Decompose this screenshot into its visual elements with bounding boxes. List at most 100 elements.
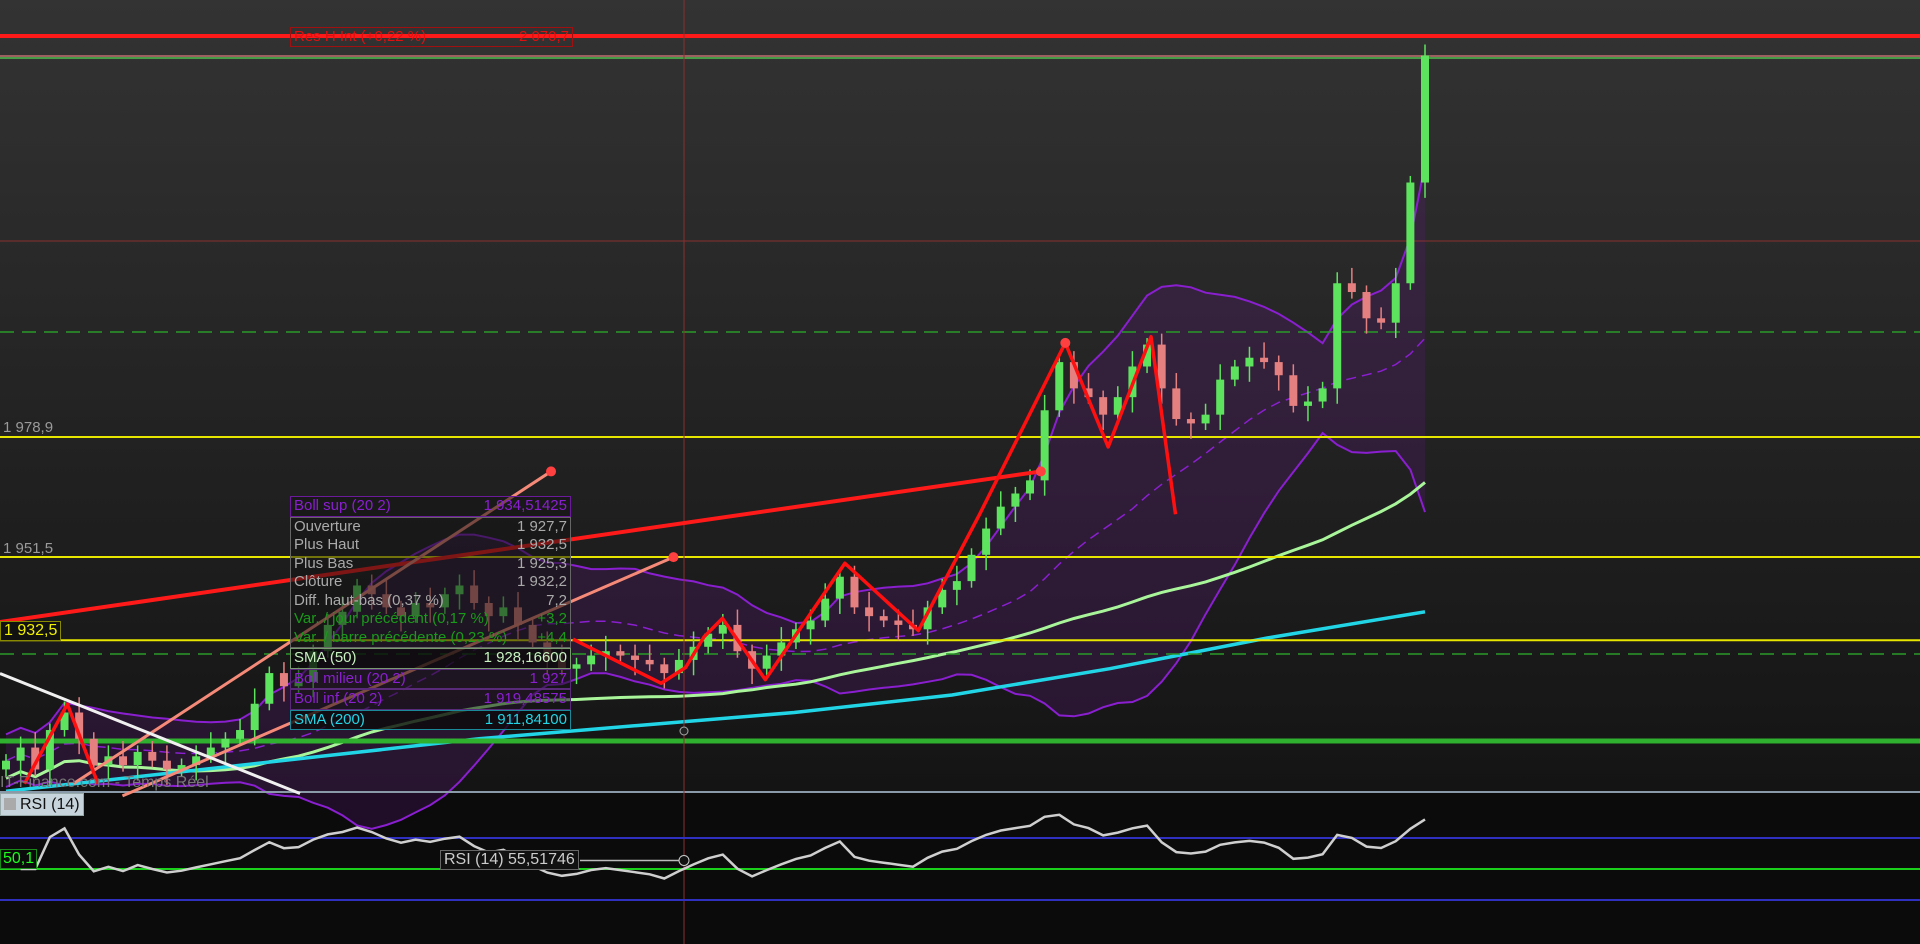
value: 1 919,48575 bbox=[483, 690, 567, 707]
current-level-badge: 1 932,5 bbox=[0, 621, 62, 641]
candle-body bbox=[601, 651, 610, 656]
label: Plus Bas bbox=[294, 554, 354, 572]
candle-body bbox=[45, 730, 54, 770]
candle-body bbox=[1347, 283, 1356, 293]
candle-body bbox=[806, 620, 815, 630]
candle-body bbox=[1113, 397, 1122, 415]
value: 1 928,16600 bbox=[483, 649, 567, 666]
sma50-line bbox=[5, 481, 1426, 780]
candle-body bbox=[16, 747, 25, 761]
candle-body bbox=[75, 712, 84, 739]
value: 1 927 bbox=[529, 669, 567, 687]
candle-body bbox=[221, 738, 230, 748]
candle-body bbox=[1406, 182, 1415, 284]
candle-body bbox=[1157, 344, 1166, 389]
value: 1 925,3 bbox=[516, 554, 567, 572]
trend-line bbox=[0, 672, 301, 795]
value: 7,2 bbox=[546, 591, 567, 609]
arrow-head-icon bbox=[668, 552, 679, 563]
rsi-line bbox=[20, 813, 1426, 880]
candle-body bbox=[952, 581, 961, 590]
watermark: IT-Finance.com - Temps Réel bbox=[0, 774, 209, 791]
bollinger-middle-line bbox=[5, 337, 1426, 762]
resistance-name: Res H Int (+0,22 %) bbox=[294, 28, 427, 45]
label: Var. / barre précédente (0,23 %) bbox=[294, 628, 508, 646]
candle-body bbox=[1260, 357, 1269, 363]
candle-body bbox=[1143, 344, 1152, 367]
rsi-readout: RSI (14) 55,51746 bbox=[440, 850, 579, 870]
candle-body bbox=[587, 655, 596, 665]
candle-body bbox=[821, 598, 830, 621]
candle-body bbox=[1026, 480, 1035, 494]
rsi-readout-value: 55,51746 bbox=[508, 851, 575, 868]
candle-body bbox=[645, 659, 654, 665]
candle-body bbox=[1421, 55, 1429, 183]
resistance-label[interactable]: Res H Int (+0,22 %) 2 070,7 bbox=[290, 27, 573, 47]
tooltip-boll-sup: Boll sup (20 2) 1 934,51425 bbox=[290, 496, 571, 517]
candle-body bbox=[60, 712, 69, 731]
candle-body bbox=[1289, 375, 1298, 406]
candle-body bbox=[1172, 388, 1181, 420]
bollinger-upper-line bbox=[5, 164, 1426, 736]
label: Var. / jour précédent (0,17 %) bbox=[294, 610, 489, 627]
label: SMA (200) bbox=[294, 710, 365, 728]
candle-body bbox=[1230, 366, 1239, 380]
candle-body bbox=[938, 589, 947, 608]
candle-body bbox=[835, 576, 844, 599]
candle-body bbox=[1377, 318, 1386, 323]
candle-body bbox=[982, 528, 991, 555]
candle-body bbox=[762, 655, 771, 669]
candle-body bbox=[1201, 414, 1210, 424]
candle-body bbox=[206, 747, 215, 757]
tooltip-ohlc: Ouverture 1 927,7 Plus Haut 1 932,5 Plus B… bbox=[290, 516, 571, 648]
candle-body bbox=[1084, 388, 1093, 398]
zigzag-arrow-drawing bbox=[572, 334, 1178, 686]
candle-body bbox=[1055, 362, 1064, 411]
tooltip-row: Ouverture 1 927,7 bbox=[291, 518, 570, 537]
candle-body bbox=[2, 760, 10, 770]
candle-body bbox=[31, 747, 40, 770]
rsi-panel-tab[interactable]: RSI (14) bbox=[0, 793, 84, 816]
candle-body bbox=[192, 756, 201, 766]
tooltip-row: Var. / jour précédent (0,17 %) +3,2 bbox=[291, 610, 570, 629]
candle-body bbox=[660, 664, 669, 674]
candle-body bbox=[265, 673, 274, 704]
tooltip: Boll sup (20 2) 1 934,51425 Ouverture 1 92… bbox=[290, 496, 571, 730]
candle-body bbox=[1011, 493, 1020, 507]
candle-body bbox=[177, 765, 186, 770]
bollinger-lower-line bbox=[5, 431, 1426, 830]
candle-body bbox=[1186, 419, 1195, 424]
zigzag-arrow-drawing bbox=[22, 702, 100, 785]
candle-body bbox=[1245, 357, 1254, 367]
label: Ouverture bbox=[294, 517, 361, 535]
arrow-head-icon bbox=[546, 466, 557, 477]
candle-body bbox=[1303, 401, 1312, 406]
candle-body bbox=[850, 576, 859, 608]
candle-body bbox=[250, 703, 259, 731]
tooltip-row: Diff. haut-bas (0,37 %) 7,2 bbox=[291, 592, 570, 611]
candle-body bbox=[572, 664, 581, 669]
arrow-head-icon bbox=[1060, 337, 1071, 348]
resistance-value: 2 070,7 bbox=[518, 28, 569, 45]
candle-body bbox=[967, 554, 976, 582]
rsi-crosshair-point bbox=[678, 854, 690, 866]
value: 1 911,84100 bbox=[484, 710, 567, 728]
candle-body bbox=[162, 760, 171, 770]
label: Boll inf (20 2) bbox=[294, 690, 383, 707]
candle-body bbox=[1216, 379, 1225, 415]
label: Plus Haut bbox=[294, 536, 360, 553]
candle-body bbox=[1391, 283, 1400, 323]
candle-body bbox=[236, 730, 245, 739]
rsi-level-badge: 50,1 bbox=[0, 849, 38, 869]
candle-body bbox=[631, 655, 640, 660]
candle-body bbox=[616, 651, 625, 656]
label: Clôture bbox=[294, 573, 343, 590]
value: +3,2 bbox=[537, 610, 567, 627]
candle-body bbox=[674, 659, 683, 674]
tooltip-boll-mid: Boll milieu (20 2) 1 927 bbox=[290, 668, 571, 689]
arrow-head-icon bbox=[1035, 466, 1046, 477]
crosshair-point bbox=[679, 726, 689, 736]
candle-body bbox=[1333, 283, 1342, 389]
